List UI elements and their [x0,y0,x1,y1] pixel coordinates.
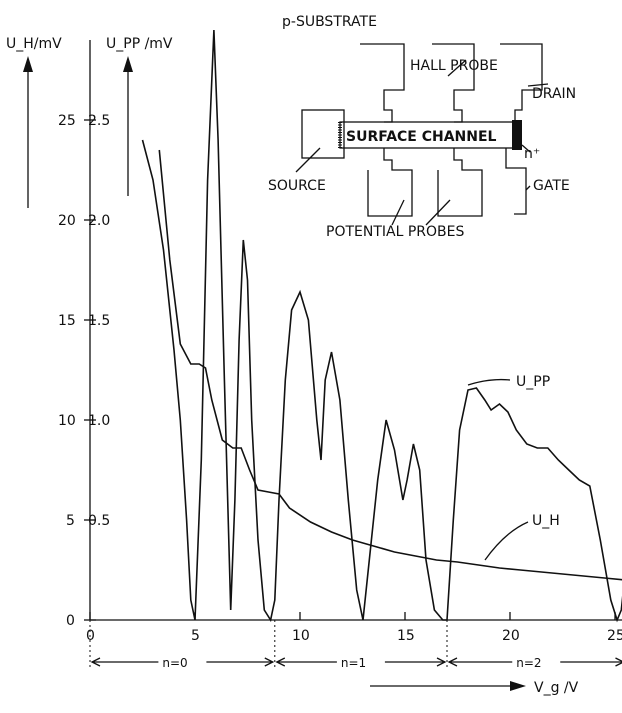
level-range-label: n=2 [516,656,541,670]
landau-level-ranges: n=0 n=1 n=2 [89,620,622,670]
inset-bottom-probe-2 [437,148,483,217]
y-tick-label-right: 2.5 [88,113,110,129]
x-tick-label: 5 [191,628,200,644]
y-tick-label-left: 20 [58,213,76,229]
inset-hall-leader [447,59,467,77]
inset-potential-probes-label: POTENTIAL PROBES [326,224,464,240]
uh-leader [484,521,529,561]
x-tick-label: 15 [397,628,415,644]
y-tick-label-left: 25 [58,113,76,129]
inset-gate-label: GATE [533,178,570,194]
inset-drain-leader [527,83,549,87]
upp-leader [467,378,511,386]
y-arrow-left-head [23,56,33,72]
y-tick-label-left: 10 [58,413,76,429]
level-range-label: n=0 [162,656,187,670]
level-range-arrow [447,657,458,667]
y-tick-label-left: 5 [66,513,75,529]
y-ticks: 0 5 10 15 20 25 0.5 1.0 1.5 2.0 2.5 [58,113,110,629]
level-range-arrow [264,657,275,667]
level-range-arrow [275,657,286,667]
y-arrow-right-head [123,56,133,72]
series-line-upp [141,29,622,623]
inset-n-plus-region [512,120,522,150]
inset-channel-label: SURFACE CHANNEL [346,129,497,145]
y-tick-label-right: 1.0 [88,413,110,429]
inset-bottom-probe-1 [367,148,413,217]
series-line-uh [158,149,622,581]
y-tick-label-left: 0 [66,613,75,629]
level-range-arrow [90,657,101,667]
x-tick-label: 25 [607,628,622,644]
level-range-arrow [436,657,447,667]
y-tick-label-right: 2.0 [88,213,110,229]
x-axis-label: V_g /V [534,680,579,696]
inset-hall-probe-label: HALL PROBE [410,58,498,74]
y-axis-label-right: U_PP /mV [106,36,173,52]
x-ticks: 0 5 10 15 20 25 [86,612,622,644]
inset-top-probe-1 [360,43,405,123]
inset-source-leader [295,147,321,173]
annotation-upp: U_PP [516,374,550,390]
inset-source-label: SOURCE [268,178,326,194]
inset-potential-leader-2 [425,199,451,226]
y-tick-label-left: 15 [58,313,76,329]
y-tick-label-right: 0.5 [88,513,110,529]
inset-n-plus-leader [521,144,531,153]
inset-top-probe-3 [500,43,543,122]
inset-title: p-SUBSTRATE [282,14,377,30]
inset-bottom-probe-3 [505,148,527,215]
y-tick-label-right: 1.5 [88,313,110,329]
inset-potential-leader-1 [391,199,405,226]
y-axis-label-left: U_H/mV [6,36,62,52]
annotation-uh: U_H [532,513,560,529]
level-range-arrow [615,657,622,667]
x-tick-label: 10 [292,628,310,644]
inset-drain-label: DRAIN [532,86,576,102]
device-inset: p-SUBSTRATE HALL PROBE DRAIN SOURCE GATE… [268,14,576,240]
inset-source-pad [301,109,345,159]
x-arrow-head [510,681,526,691]
level-range-label: n=1 [341,656,366,670]
inset-top-probe-2 [432,43,475,123]
inset-gate-leader [525,185,531,191]
x-tick-label: 20 [502,628,520,644]
